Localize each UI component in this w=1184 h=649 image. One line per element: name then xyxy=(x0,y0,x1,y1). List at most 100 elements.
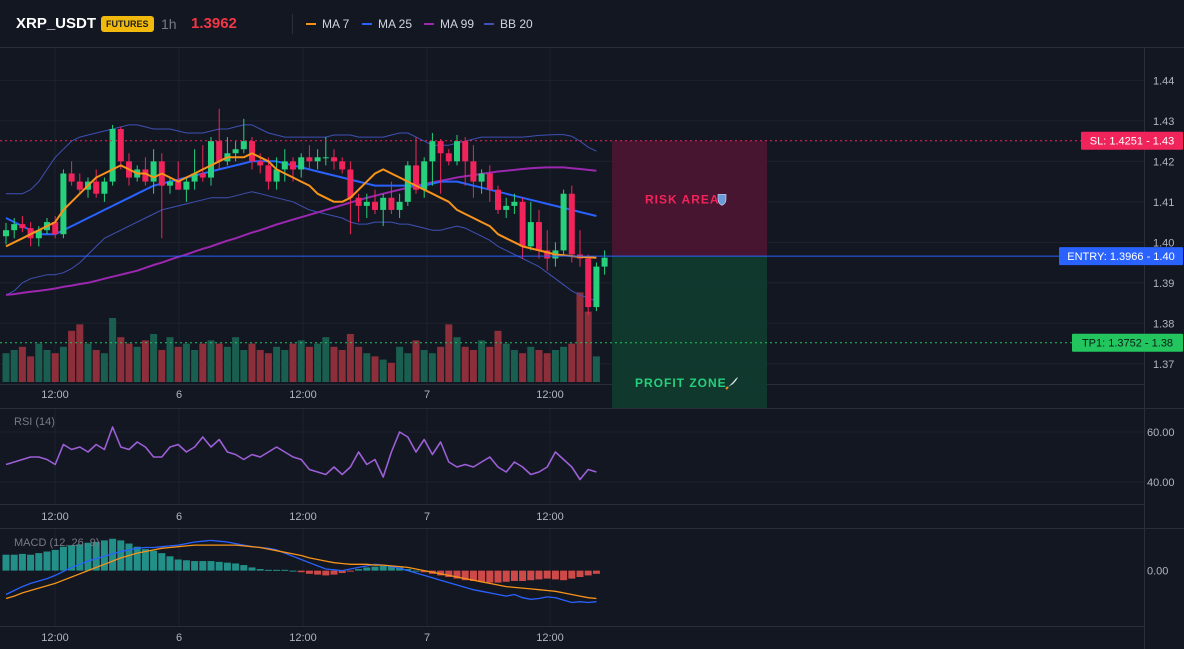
ma99-line xyxy=(5,166,597,296)
macd-histogram-bar xyxy=(59,546,67,571)
macd-histogram-bar xyxy=(510,570,518,581)
candle-body xyxy=(142,169,149,182)
legend-ma7[interactable]: MA 7 xyxy=(306,0,349,48)
macd-histogram-bar xyxy=(445,570,453,577)
candle-body xyxy=(421,161,428,190)
volume-bar xyxy=(338,350,346,382)
volume-bar xyxy=(35,343,43,382)
volume-bar xyxy=(141,340,149,382)
macd-histogram-bar xyxy=(297,570,305,573)
stop-loss-label: SL: 1.4251 - 1.43 xyxy=(1090,136,1174,148)
macd-histogram-bar xyxy=(223,562,231,571)
macd-histogram-bar xyxy=(592,570,600,574)
legend-ma99[interactable]: MA 99 xyxy=(424,0,474,48)
candle-body xyxy=(593,266,600,308)
volume-bar xyxy=(289,343,297,382)
volume-bar xyxy=(182,343,190,382)
candle-body xyxy=(265,165,272,182)
volume-bar xyxy=(100,353,108,382)
bb-lower-band xyxy=(5,191,597,302)
rsi-tick-label: 60.00 xyxy=(1147,427,1175,439)
candle-body xyxy=(462,141,469,162)
candle-body xyxy=(68,173,75,182)
candle-body xyxy=(191,173,198,182)
candle-body xyxy=(167,181,173,186)
candle-body xyxy=(281,161,288,170)
volume-bar xyxy=(363,353,371,382)
macd-histogram-bar xyxy=(379,565,387,571)
risk-area-zone xyxy=(612,140,767,257)
macd-histogram-bar xyxy=(551,570,559,580)
time-axis-label: 6 xyxy=(176,632,182,644)
volume-bar xyxy=(281,350,289,382)
header-divider xyxy=(292,14,293,34)
legend-ma25-label: MA 25 xyxy=(378,17,413,31)
volume-bar xyxy=(428,353,436,382)
candle-body xyxy=(3,230,9,237)
macd-histogram-bar xyxy=(150,550,158,571)
volume-bar xyxy=(273,346,281,382)
macd-histogram-bar xyxy=(264,569,272,571)
candle-body xyxy=(306,157,313,162)
legend-ma25[interactable]: MA 25 xyxy=(362,0,412,48)
ma25-swatch xyxy=(362,22,372,25)
volume-bar xyxy=(68,330,76,382)
macd-histogram-bar xyxy=(43,551,51,571)
price-tick-label: 1.43 xyxy=(1153,116,1174,128)
macd-histogram-bar xyxy=(568,570,576,579)
time-axis-label: 12:00 xyxy=(536,511,564,523)
volume-bar xyxy=(551,350,559,382)
time-axis-label: 12:00 xyxy=(41,511,69,523)
macd-histogram-bar xyxy=(232,563,240,571)
rsi-title: RSI (14) xyxy=(14,416,55,428)
macd-histogram-bar xyxy=(560,570,568,581)
volume-bar xyxy=(469,350,477,382)
profit-zone-label: PROFIT ZONE xyxy=(635,376,727,390)
macd-histogram-bar xyxy=(576,570,584,577)
macd-histogram-bar xyxy=(248,567,256,571)
candle-body xyxy=(19,224,26,229)
macd-histogram-bar xyxy=(437,570,445,576)
candle-body xyxy=(339,161,346,170)
candle-body xyxy=(290,161,296,170)
macd-histogram-bar xyxy=(84,542,92,571)
volume-bar xyxy=(76,324,84,382)
rocket-icon xyxy=(728,377,738,387)
legend-ma7-label: MA 7 xyxy=(322,17,350,31)
legend-bb20-label: BB 20 xyxy=(500,17,533,31)
macd-histogram-bar xyxy=(289,570,297,572)
legend-bb20[interactable]: BB 20 xyxy=(484,0,533,48)
macd-histogram-bar xyxy=(27,554,35,571)
interval-selector[interactable]: 1h xyxy=(161,16,177,32)
volume-bar xyxy=(248,343,256,382)
candle-body xyxy=(52,222,59,235)
candle-body xyxy=(101,181,108,194)
volume-bar xyxy=(576,292,584,382)
candle-body xyxy=(372,201,378,210)
volume-bar xyxy=(191,350,199,382)
candle-body xyxy=(560,193,567,251)
volume-bar xyxy=(412,340,420,382)
volume-bar xyxy=(43,350,51,382)
volume-bar xyxy=(379,359,387,382)
macd-title: MACD (12, 26, 9) xyxy=(14,537,100,549)
risk-area-label: RISK AREA xyxy=(645,192,720,206)
macd-histogram-bar xyxy=(486,570,494,583)
macd-tick-label: 0.00 xyxy=(1147,566,1168,578)
symbol-name[interactable]: XRP_USDT xyxy=(16,15,97,32)
macd-histogram-bar xyxy=(166,556,174,571)
volume-bar xyxy=(264,353,272,382)
profit-zone xyxy=(612,256,767,408)
entry-label: ENTRY: 1.3966 - 1.40 xyxy=(1067,251,1174,263)
candle-body xyxy=(536,222,542,251)
time-axis-label: 6 xyxy=(176,389,182,401)
time-axis-label: 6 xyxy=(176,511,182,523)
take-profit-label-bg xyxy=(1072,333,1183,352)
stop-loss-label-bg xyxy=(1081,131,1183,150)
volume-bar xyxy=(10,350,18,382)
chart-header: XRP_USDT FUTURES 1h 1.3962 MA 7 MA 25 MA… xyxy=(0,0,1184,48)
macd-histogram-bar xyxy=(314,570,322,575)
price-tick-label: 1.44 xyxy=(1153,75,1174,87)
volume-bar xyxy=(240,350,248,382)
